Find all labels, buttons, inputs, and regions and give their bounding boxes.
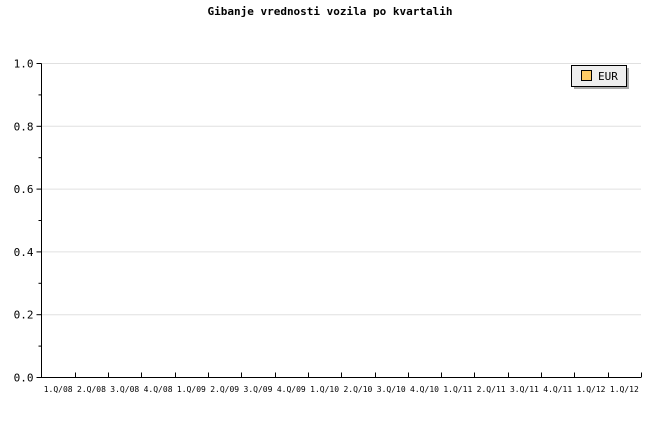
x-tick-label: 1.Q/11	[443, 385, 472, 394]
chart-title: Gibanje vrednosti vozila po kvartalih	[207, 5, 452, 18]
x-tick-label: 4.Q/10	[410, 385, 439, 394]
x-tick-label: 1.Q/12	[577, 385, 606, 394]
legend: EUR	[571, 65, 629, 89]
y-tick-label: 0.0	[14, 372, 34, 385]
x-tick-label: 2.Q/10	[343, 385, 372, 394]
legend-swatch	[581, 70, 592, 81]
x-tick-label: 3.Q/08	[110, 385, 139, 394]
y-tick-label: 0.2	[14, 309, 34, 322]
x-tick-label: 4.Q/11	[543, 385, 572, 394]
x-tick-label: 3.Q/11	[510, 385, 539, 394]
x-tick-label: 2.Q/08	[77, 385, 106, 394]
x-tick-label: 3.Q/10	[377, 385, 406, 394]
x-tick-label: 2.Q/11	[477, 385, 506, 394]
y-tick-label: 0.4	[14, 246, 34, 259]
x-tick-label: 4.Q/08	[144, 385, 173, 394]
x-tick-label: 3.Q/09	[244, 385, 273, 394]
y-tick-label: 0.6	[14, 183, 34, 196]
y-tick-label: 0.8	[14, 120, 34, 133]
x-tick-label: 1.Q/09	[177, 385, 206, 394]
x-tick-label: 4.Q/09	[277, 385, 306, 394]
x-tick-label: 1.Q/10	[310, 385, 339, 394]
x-tick-label: 1.Q/12	[610, 385, 639, 394]
y-tick-label: 1.0	[14, 58, 34, 71]
legend-label: EUR	[598, 70, 618, 83]
x-tick-label: 2.Q/09	[210, 385, 239, 394]
x-tick-label: 1.Q/08	[44, 385, 73, 394]
